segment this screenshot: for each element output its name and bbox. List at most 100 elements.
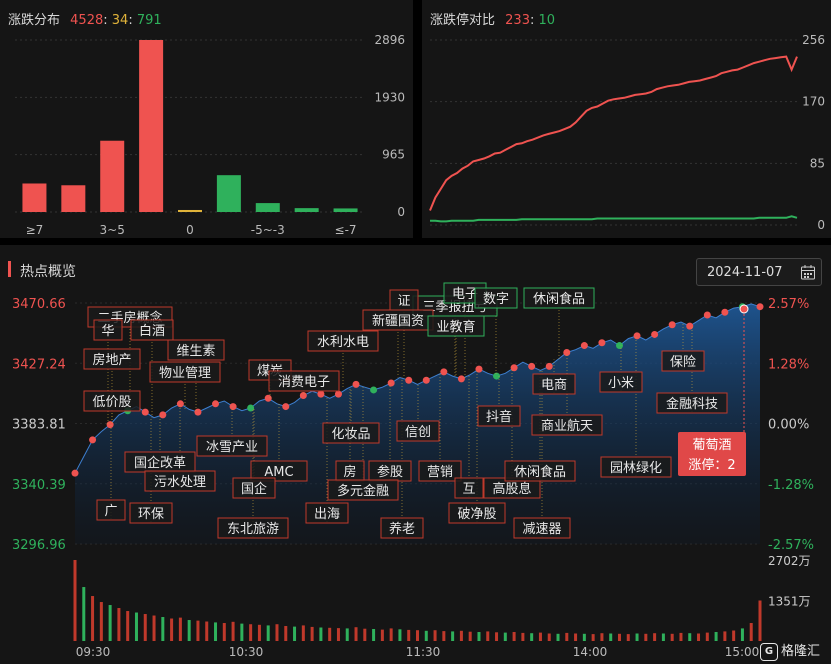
dist-bar (255, 203, 280, 212)
hotspot-tag: 养老 (389, 521, 415, 537)
hotspot-tag-box (83, 348, 141, 370)
hot-point (317, 390, 325, 398)
hot-y-left-tick: 3340.39 (12, 478, 66, 493)
hotspot-tag-box (196, 435, 268, 457)
hotspot-tag-box (656, 392, 728, 414)
hotspot-tag: 低价股 (92, 395, 131, 410)
dist-y-tick: 1930 (374, 90, 405, 104)
volume-bar (82, 587, 86, 641)
hot-point (370, 386, 378, 394)
hotspot-tag-box (83, 390, 141, 412)
watermark: G 格隆汇 (760, 640, 820, 661)
distribution-title-text: 涨跌分布 (8, 13, 61, 28)
dist-bar (333, 208, 358, 212)
limit-compare-panel: 涨跌停对比 233: 10 256 170 85 0 (422, 0, 831, 238)
hot-point (510, 364, 518, 372)
volume-bar (705, 632, 709, 641)
highlight-detail: 涨停：2 (688, 457, 735, 473)
hotspot-tag-box (661, 350, 705, 372)
hotspot-tag: 房地产 (92, 352, 131, 368)
limit-up-count: 233 (505, 13, 530, 28)
hot-point (668, 321, 676, 329)
volume-bar (714, 632, 718, 641)
date-picker[interactable]: 2024-11-07 (696, 258, 822, 286)
hot-y-left-tick: 3470.66 (12, 297, 66, 312)
volume-bar (214, 622, 218, 641)
hot-x-tick: 09:30 (76, 645, 111, 659)
volume-bar (372, 629, 376, 641)
hotspot-title: 热点概览 (20, 264, 76, 280)
hotspot-tag-box (600, 456, 672, 478)
volume-bar (740, 628, 744, 641)
hotspot-tag-box (167, 339, 225, 361)
limit-up-line (429, 55, 798, 211)
volume-bar (170, 618, 174, 641)
hotspot-tag: 物业管理 (159, 366, 211, 381)
hotspot-tag: 营销 (427, 465, 453, 480)
volume-bar (749, 623, 753, 641)
limit-compare-title-text: 涨跌停对比 (430, 13, 496, 28)
volume-bar (758, 600, 762, 641)
volume-bar (468, 631, 472, 641)
hotspot-tag-box (268, 370, 340, 392)
volume-bar (275, 624, 279, 641)
volume-bar (556, 633, 560, 641)
hot-line (74, 303, 761, 474)
volume-bar (187, 620, 191, 641)
dist-y-tick: 2896 (374, 33, 405, 47)
hotspot-tag: 电子 (452, 287, 478, 302)
volume-bar (486, 631, 490, 641)
volume-bar (547, 633, 551, 641)
hot-point (598, 339, 606, 347)
hotspot-tag-box (93, 319, 123, 341)
hotspot-tag-box (448, 502, 506, 524)
hotspot-tag: 环保 (138, 507, 164, 522)
hot-point (264, 394, 272, 402)
hotspot-tag: 高股息 (492, 481, 531, 497)
volume-bar (328, 627, 332, 641)
hotspot-tag: 园林绿化 (610, 461, 662, 476)
volume-bar (196, 620, 200, 641)
hotspot-tag: 白酒 (139, 323, 165, 339)
hotspot-tag: 消费电子 (278, 375, 330, 390)
hotspot-tag: 证 (397, 294, 410, 309)
hotspot-tag: 抖音 (486, 409, 512, 425)
hot-point (194, 408, 202, 416)
volume-bar (600, 633, 604, 641)
volume-bar (240, 623, 244, 641)
hotspot-tag: 减速器 (522, 522, 561, 537)
hotspot-tag: 数字 (483, 292, 509, 307)
volume-bar (319, 627, 323, 641)
hotspot-tag-box (305, 502, 349, 524)
hotspot-tag: 国企 (241, 481, 267, 497)
hotspot-tag-box (322, 422, 380, 444)
dist-x-tick: -5~-3 (251, 223, 285, 237)
hotspot-tag: 维生素 (176, 344, 215, 359)
hot-x-tick: 10:30 (229, 645, 264, 659)
hot-point (422, 376, 430, 384)
hot-point (615, 342, 623, 350)
hotspot-tag-box (144, 470, 216, 492)
hotspot-tag-box (130, 319, 174, 341)
hot-point (633, 332, 641, 340)
hot-point (651, 330, 659, 338)
volume-bar (591, 634, 595, 641)
hotspot-tag-box (427, 315, 485, 337)
distribution-title: 涨跌分布 4528: 34: 791 (8, 13, 162, 28)
hotspot-tag-box (474, 287, 518, 309)
hot-point (405, 376, 413, 384)
hot-point (229, 403, 237, 411)
hot-point (212, 400, 220, 408)
volume-bar (451, 631, 455, 641)
volume-bar (688, 633, 692, 641)
hotspot-tag: 互 (462, 482, 475, 497)
limit-down-count: 10 (538, 13, 556, 28)
hotspot-tag-box (307, 330, 379, 352)
hot-point (756, 303, 764, 311)
volume-bar (205, 621, 209, 641)
dist-bar (216, 175, 241, 212)
volume-bar (354, 627, 358, 641)
up-count: 4528 (70, 13, 104, 28)
hot-point (106, 421, 114, 429)
hotspot-tag: 休闲食品 (514, 464, 566, 480)
